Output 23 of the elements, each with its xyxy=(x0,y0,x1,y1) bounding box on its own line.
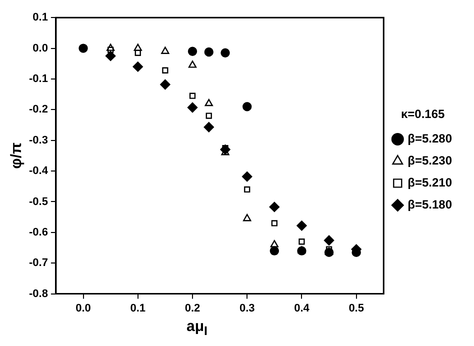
y-axis-title: φ/π xyxy=(8,142,26,169)
legend-label: β=5.180 xyxy=(408,198,452,212)
y-tick-label: -0.3 xyxy=(28,134,48,146)
legend-label: β=5.210 xyxy=(408,176,452,190)
y-tick-label: 0.1 xyxy=(32,12,48,24)
x-tick-label: 0.4 xyxy=(294,302,310,314)
y-tick-label: -0.5 xyxy=(28,196,48,208)
x-axis-title: aμ$_{I}$ xyxy=(185,318,208,338)
y-tick-label: 0.0 xyxy=(32,42,48,54)
x-tick-label: 0.0 xyxy=(76,302,91,314)
x-tick-label: 0.1 xyxy=(130,302,146,314)
x-tick-label: 0.5 xyxy=(348,302,364,314)
y-tick-label: -0.1 xyxy=(28,73,48,86)
y-tick-label: -0.7 xyxy=(28,257,48,270)
y-tick-label: -0.2 xyxy=(28,104,48,116)
y-tick-label: -0.6 xyxy=(28,226,48,238)
x-tick-label: 0.2 xyxy=(184,302,200,314)
y-tick-label: -0.4 xyxy=(28,165,49,178)
x-tick-label: 0.3 xyxy=(239,302,255,314)
legend-label: β=5.280 xyxy=(408,132,452,146)
legend-title: κ=0.165 xyxy=(400,107,446,122)
y-tick-label: -0.8 xyxy=(28,288,48,300)
legend-label: β=5.230 xyxy=(408,154,452,168)
